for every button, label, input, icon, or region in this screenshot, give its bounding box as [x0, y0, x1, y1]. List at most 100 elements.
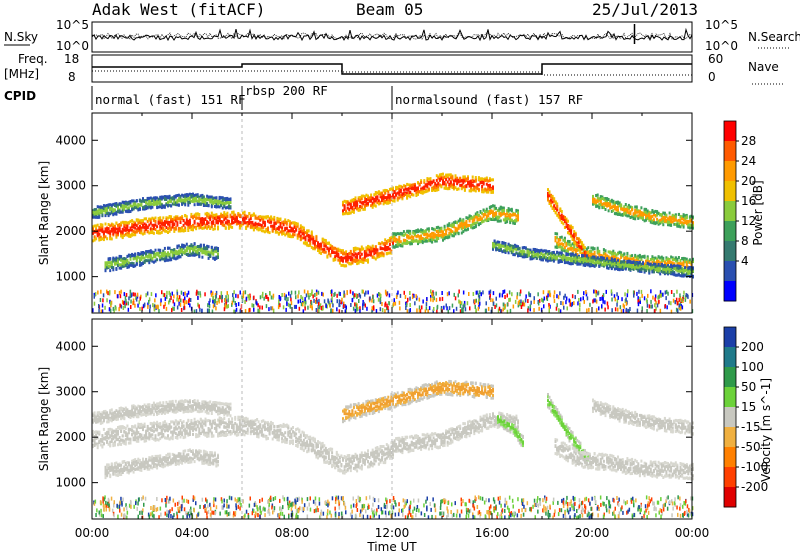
range-cell	[235, 215, 238, 219]
range-cell	[213, 257, 216, 261]
range-cell	[645, 259, 648, 263]
range-cell	[612, 265, 615, 269]
range-cell	[373, 193, 376, 197]
range-cell	[532, 247, 535, 251]
range-cell	[106, 261, 109, 265]
range-cell	[192, 216, 194, 220]
range-cell	[254, 226, 257, 230]
range-cell	[392, 199, 394, 203]
range-cell	[329, 243, 332, 247]
range-cell	[207, 256, 210, 260]
range-cell	[146, 225, 149, 229]
range-cell	[188, 222, 191, 226]
range-cell	[485, 182, 488, 186]
range-cell	[402, 240, 405, 244]
range-cell	[184, 199, 187, 203]
range-cell	[182, 228, 185, 232]
range-cell	[471, 178, 474, 182]
range-cell	[448, 185, 451, 189]
range-cell	[99, 211, 102, 214]
range-cell	[559, 251, 562, 255]
range-cell	[204, 247, 207, 251]
range-cell	[415, 238, 418, 242]
range-cell	[660, 255, 663, 259]
range-cell	[617, 257, 619, 261]
range-cell	[553, 204, 556, 208]
range-cell	[571, 234, 574, 238]
range-cell	[617, 210, 619, 213]
range-cell	[592, 202, 594, 206]
range-cell	[287, 234, 290, 238]
range-cell	[181, 229, 184, 233]
range-cell	[410, 192, 413, 196]
range-cell	[381, 241, 384, 245]
range-cell	[495, 206, 498, 210]
range-cell	[142, 219, 144, 223]
range-cell	[234, 220, 237, 224]
range-cell	[367, 244, 369, 248]
range-cell	[488, 211, 491, 215]
range-cell	[96, 223, 99, 227]
range-cell	[452, 187, 455, 191]
range-cell	[610, 265, 613, 268]
range-cell	[398, 232, 401, 236]
range-cell	[606, 262, 609, 266]
range-cell	[381, 192, 384, 196]
range-cell	[626, 208, 629, 212]
range-cell	[134, 221, 137, 225]
range-cell	[559, 218, 562, 222]
range-cell	[93, 224, 96, 228]
range-cell	[92, 239, 94, 243]
range-cell	[167, 216, 169, 220]
range-cell	[523, 255, 526, 259]
range-cell	[620, 260, 623, 264]
range-cell	[159, 195, 162, 199]
range-cell	[121, 209, 124, 213]
range-cell	[676, 261, 679, 265]
range-cell	[248, 212, 251, 216]
noise-right-tick-top: 10^5	[705, 18, 738, 32]
range-cell	[379, 242, 382, 246]
range-cell	[115, 221, 118, 225]
range-cell	[642, 264, 644, 268]
range-cell	[143, 207, 146, 211]
range-cell	[381, 195, 384, 199]
range-cell	[163, 254, 166, 258]
range-cell	[529, 251, 532, 255]
range-cell	[398, 193, 401, 196]
range-cell	[151, 223, 154, 227]
range-cell	[290, 234, 293, 238]
range-cell	[165, 229, 168, 233]
range-cell	[570, 259, 573, 262]
range-cell	[590, 250, 593, 253]
range-cell	[327, 241, 330, 245]
range-cell	[598, 249, 601, 253]
range-cell	[123, 204, 126, 208]
range-cell	[306, 232, 309, 235]
range-cell	[302, 232, 305, 236]
range-cell	[196, 216, 199, 220]
range-cell	[263, 223, 266, 226]
range-cell	[582, 256, 585, 260]
range-cell	[129, 262, 132, 266]
range-cell	[429, 177, 432, 181]
range-cell	[320, 247, 323, 251]
range-cell	[393, 232, 396, 236]
range-cell	[659, 266, 662, 270]
range-cell	[160, 203, 163, 207]
range-cell	[609, 261, 612, 265]
noise-traces	[91, 24, 693, 44]
range-cell	[440, 177, 443, 181]
range-cell	[151, 230, 154, 234]
range-cell	[474, 221, 477, 225]
range-cell	[98, 205, 101, 209]
range-cell	[592, 253, 594, 257]
range-cell	[685, 264, 688, 268]
range-cell	[98, 226, 101, 230]
range-cell	[490, 205, 493, 209]
range-cell	[149, 206, 152, 210]
range-cell	[359, 256, 362, 260]
range-cell	[137, 255, 140, 259]
range-cell	[556, 250, 559, 254]
range-cell	[482, 213, 485, 217]
